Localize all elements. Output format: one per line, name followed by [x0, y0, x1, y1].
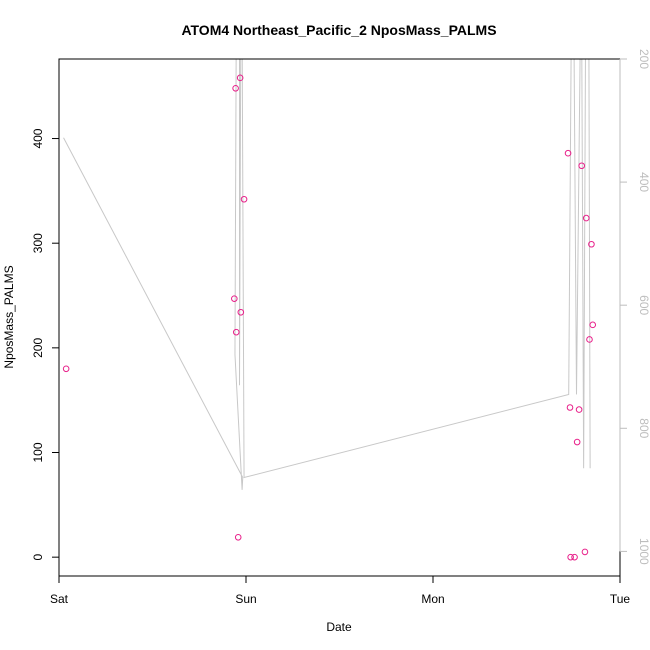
y-tick-label: 400 [31, 128, 45, 148]
y-tick-label: 300 [31, 233, 45, 253]
x-tick-label: Tue [610, 592, 631, 606]
data-point [571, 553, 578, 561]
x-tick-label: Mon [421, 592, 444, 606]
data-point [564, 149, 572, 157]
series-line [63, 59, 591, 490]
data-point [582, 214, 590, 222]
data-point [567, 553, 574, 561]
y2-tick-label: 1000 [637, 538, 650, 565]
data-point [588, 240, 595, 248]
y2-tick-label: 400 [637, 172, 650, 192]
data-point [575, 406, 583, 413]
data-point [231, 295, 238, 302]
data-point [237, 308, 245, 316]
y-axis-label: NposMass_PALMS [2, 265, 16, 368]
y2-tick-label: 800 [637, 418, 650, 438]
data-point [232, 328, 240, 336]
data-point [581, 548, 589, 556]
chart-title: ATOM4 Northeast_Pacific_2 NposMass_PALMS [181, 22, 496, 38]
y-axis-right: 200 400 600 800 1000 [619, 49, 650, 565]
data-points-layer [62, 74, 597, 561]
y-tick-label: 200 [31, 338, 45, 358]
plot-frame [58, 58, 621, 577]
x-tick-label: Sat [50, 592, 69, 606]
y-tick-label: 0 [31, 554, 45, 561]
y2-tick-label: 200 [637, 49, 650, 69]
data-point [240, 195, 248, 203]
data-point [234, 533, 242, 541]
data-point [232, 85, 239, 92]
y2-tick-label: 600 [637, 295, 650, 315]
data-point [589, 321, 597, 329]
data-point [578, 162, 585, 170]
y-tick-label: 100 [31, 442, 45, 462]
secondary-series-line-layer [63, 59, 591, 490]
x-tick-label: Sun [235, 592, 256, 606]
data-point [573, 438, 581, 446]
data-point [236, 74, 244, 82]
data-point [586, 336, 593, 343]
x-axis-label: Date [326, 620, 352, 634]
y-axis: 0 100 200 300 400 [31, 128, 60, 561]
x-axis: Sat Sun Mon Tue [50, 575, 631, 606]
data-point [62, 365, 70, 373]
data-point [566, 404, 574, 411]
